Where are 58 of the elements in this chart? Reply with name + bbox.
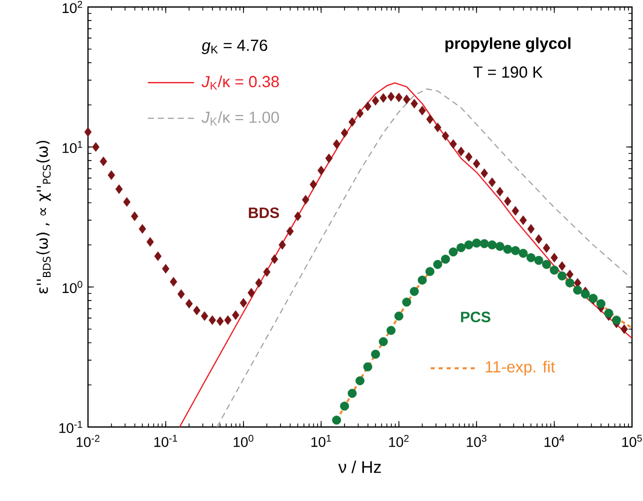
annotation: g$_{K}$ = 4.76 (202, 40, 268, 54)
legend-label: 11-exp. fit (486, 360, 555, 376)
point (534, 256, 544, 265)
point (495, 242, 504, 251)
point (340, 402, 350, 411)
point (410, 286, 419, 296)
x-axis-title: ν / Hz (338, 460, 381, 474)
x-tick-label: 10$^{3}$ (466, 434, 486, 448)
series-label: BDS (248, 208, 279, 218)
point (371, 350, 380, 359)
point (510, 246, 520, 256)
point (488, 240, 497, 250)
y-axis-title: ε''$_{BDS}$(ω) , ∝ χ''$_{PCS}$(ω) (36, 140, 51, 294)
point (573, 286, 582, 295)
point (440, 254, 450, 264)
point (348, 388, 357, 398)
y-tick-label: 10$^{0}$ (62, 280, 82, 294)
legend-label: J$_{K}$/κ = 1.00 (202, 111, 279, 126)
x-tick-label: 10$^{0}$ (234, 434, 254, 448)
point (558, 271, 567, 280)
point (604, 308, 614, 318)
point (332, 416, 342, 425)
point (378, 337, 388, 346)
point (580, 290, 590, 299)
y-tick-label: 10$^{-1}$ (59, 420, 82, 434)
x-tick-label: 10$^{5}$ (622, 434, 642, 447)
point (456, 243, 466, 252)
x-tick-label: 10$^{2}$ (389, 434, 409, 448)
point (550, 266, 559, 275)
x-tick-label: 10$^{1}$ (311, 434, 331, 447)
point (503, 244, 512, 254)
point (565, 278, 574, 288)
point (425, 267, 434, 276)
point (418, 276, 427, 285)
point (472, 238, 482, 248)
point (402, 298, 412, 307)
point (363, 362, 372, 372)
y-tick-label: 10$^{2}$ (62, 0, 82, 14)
point (480, 239, 489, 248)
text: PCS (461, 312, 490, 322)
point (433, 260, 442, 269)
point (464, 240, 474, 250)
point (518, 248, 528, 258)
x-tick-label: 10$^{-1}$ (154, 434, 178, 447)
text: propylene glycol (445, 37, 570, 52)
point (526, 253, 536, 262)
point (394, 312, 404, 321)
point (596, 299, 606, 308)
point (386, 326, 396, 335)
point (612, 316, 621, 325)
point (355, 376, 364, 386)
point (542, 260, 552, 269)
y-tick-label: 10$^{1}$ (62, 140, 82, 154)
x-tick-label: 10$^{4}$ (544, 434, 564, 447)
legend-label: J$_{K}$/κ = 0.38 (202, 76, 279, 90)
text: T = 190 K (473, 66, 543, 78)
point (448, 247, 458, 256)
x-tick-label: 10$^{-2}$ (76, 434, 100, 448)
